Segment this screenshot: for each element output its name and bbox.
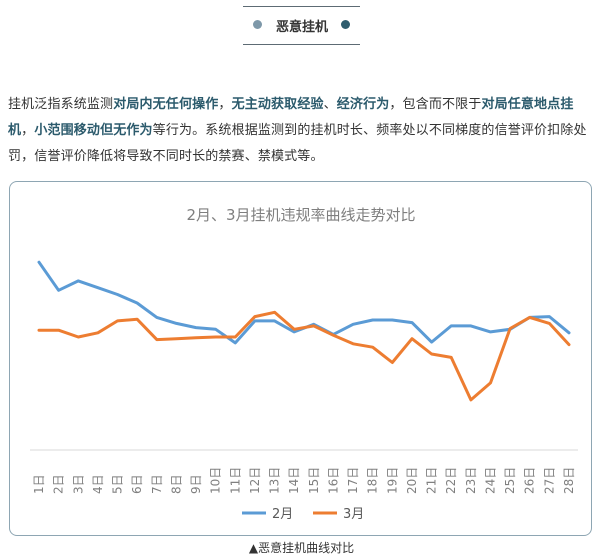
chart-title: 2月、3月挂机违规率曲线走势对比 [186,206,415,224]
line-chart: 2月、3月挂机违规率曲线走势对比 1日 2日 3日 4日 5日 6日 7日 8日 9日 10日 11… [30,206,578,522]
x-tick-label: 17日 [346,467,360,494]
intro-text: ， [218,97,232,112]
x-tick-label: 1日 [32,474,46,494]
x-tick-label: 10日 [209,467,223,494]
intro-highlight-text: 小范围移动但无作为 [34,123,153,138]
intro-highlight-text: 无主动获取经验 [231,97,324,112]
x-tick-label: 25日 [503,467,517,494]
intro-text: 等行为。系统根据监测到的挂机时长、频率处以不同梯度的信誉评价扣除处罚，信誉评价降… [8,123,587,164]
section-title: 恶意挂机 [275,20,328,35]
x-tick-layer: 1日 2日 3日 4日 5日 6日 7日 8日 9日 10日 11日 12日 13日 14日 15日 16日 1… [32,467,576,494]
header-top-rule [243,6,360,7]
header-dot-left-icon [253,20,262,29]
intro-highlight-text: 对局任意地点挂机 [8,97,574,138]
legend-label-2: 3月 [343,507,364,522]
x-tick-label: 22日 [444,467,458,494]
x-tick-label: 3日 [71,474,85,494]
x-tick-label: 20日 [405,467,419,494]
legend: 2月 3月 [242,507,364,522]
x-tick-label: 27日 [542,467,556,494]
x-tick-label: 18日 [366,467,380,494]
x-tick-label: 8日 [169,474,183,494]
intro-text: ，包含而不限于 [389,97,482,112]
section-header: 恶意挂机 [0,0,603,50]
intro-highlight-text: 经济行为 [336,97,390,112]
chart-card: 2月、3月挂机违规率曲线走势对比 1日 2日 3日 4日 5日 6日 7日 8日 9日 10日 11… [9,181,592,536]
series-layer [37,260,571,402]
intro-paragraph: 挂机泛指系统监测对局内无任何操作，无主动获取经验、经济行为，包含而不限于对局任意… [8,92,598,170]
x-tick-label: 4日 [91,474,105,494]
x-tick-label: 12日 [248,467,262,494]
x-tick-label: 16日 [326,467,340,494]
x-tick-label: 21日 [425,467,439,494]
intro-highlight-text: 对局内无任何操作 [113,97,219,112]
figure-caption: ▲恶意挂机曲线对比 [248,541,355,555]
x-tick-label: 11日 [228,467,242,494]
x-tick-label: 6日 [130,474,144,494]
x-tick-label: 13日 [268,467,282,494]
x-tick-label: 24日 [484,467,498,494]
header-dot-right-icon [341,20,350,29]
legend-label-1: 2月 [272,507,293,522]
intro-text: 挂机泛指系统监测 [8,97,114,112]
x-tick-label: 15日 [307,467,321,494]
header-bottom-rule [243,44,360,45]
x-tick-label: 14日 [287,467,301,494]
intro-text: 、 [323,97,337,112]
series-line-2 [37,310,571,402]
intro-text: ， [21,123,35,138]
x-tick-label: 23日 [464,467,478,494]
x-tick-label: 2日 [52,474,66,494]
x-tick-label: 5日 [111,474,125,494]
x-tick-label: 26日 [523,467,537,494]
x-tick-label: 28日 [562,467,576,494]
x-tick-label: 7日 [150,474,164,494]
series-line-1 [37,260,571,345]
x-tick-label: 19日 [385,467,399,494]
x-tick-label: 9日 [189,474,203,494]
